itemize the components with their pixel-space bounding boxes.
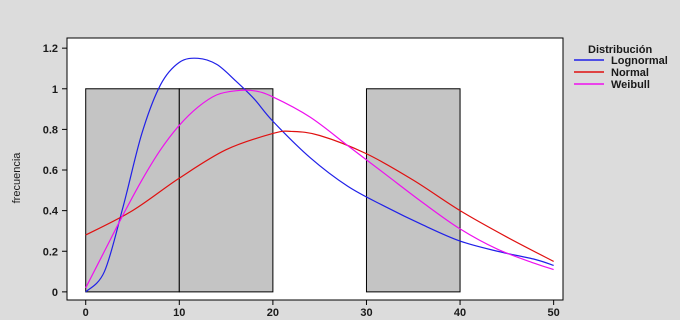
legend-label-normal: Normal <box>611 67 649 79</box>
y-tick-label: 0.8 <box>43 124 58 136</box>
axes: 0 0.2 0.4 0.6 0.8 1 1.2 0 10 20 30 40 50 <box>43 43 560 319</box>
curve-lognormal <box>85 57 554 293</box>
x-tick-label: 50 <box>548 307 560 319</box>
legend-label-lognormal: Lognormal <box>611 55 668 67</box>
y-tick-label: 1 <box>52 84 58 96</box>
legend-title: Distribución <box>588 44 652 56</box>
y-tick-label: 1.2 <box>43 43 58 55</box>
x-tick-label: 0 <box>83 307 89 319</box>
x-tick-label: 10 <box>173 307 185 319</box>
curve-weibull <box>85 89 554 289</box>
y-axis-title: frecuencia <box>11 152 23 204</box>
legend-label-weibull: Weibull <box>611 79 650 91</box>
y-tick-label: 0.6 <box>43 165 58 177</box>
y-tick-label: 0.4 <box>43 206 59 218</box>
histogram-bar-1 <box>178 88 274 293</box>
fitted-curves <box>85 57 554 293</box>
y-tick-label: 0 <box>52 287 58 299</box>
histogram-bar-3 <box>365 88 461 293</box>
x-tick-label: 40 <box>454 307 466 319</box>
x-tick-label: 30 <box>360 307 372 319</box>
histogram-bars <box>85 88 461 293</box>
x-tick-label: 20 <box>267 307 279 319</box>
y-tick-label: 0.2 <box>43 246 58 258</box>
curve-normal <box>85 130 554 262</box>
